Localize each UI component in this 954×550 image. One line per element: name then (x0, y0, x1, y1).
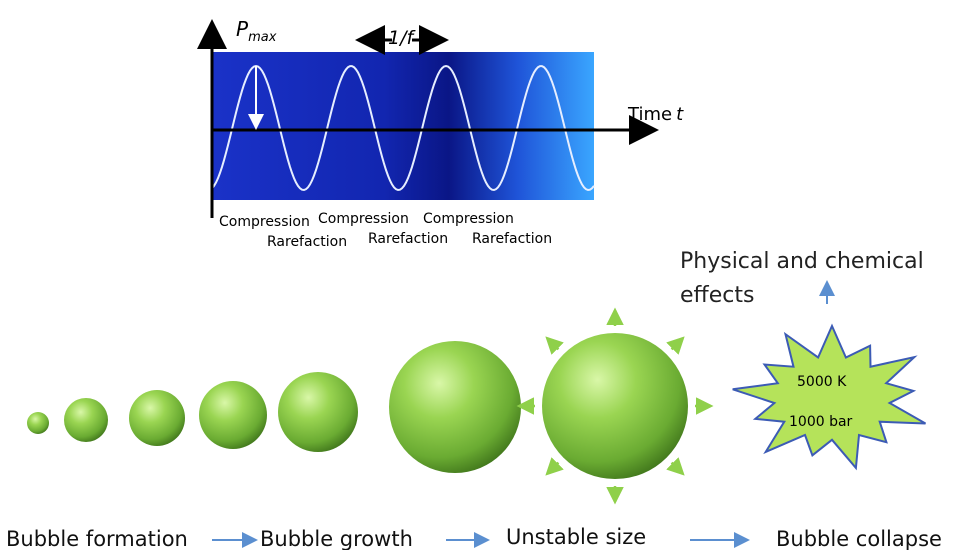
stage-labels: Bubble formation Bubble growth Unstable … (6, 525, 942, 550)
pressure-sine-wave (211, 64, 595, 192)
pressure-wave-panel: Pmax 1/f Time t Compression Compression C… (197, 17, 684, 250)
time-label: Time t (627, 104, 684, 125)
rarefaction-label-3: Rarefaction (472, 231, 552, 247)
stage-collapse: Bubble collapse (776, 527, 942, 550)
bubble-3 (129, 390, 185, 446)
bubble-collapse-burst: 5000 K 1000 bar (732, 323, 926, 471)
stage-formation: Bubble formation (6, 527, 188, 550)
compression-label-1: Compression (219, 214, 310, 230)
period-label: 1/f (388, 27, 416, 49)
compression-label-2: Compression (318, 211, 409, 227)
effects-line-1: Physical and chemical (680, 249, 924, 274)
pmax-label: Pmax (236, 17, 277, 45)
bubble-6 (389, 341, 521, 473)
collapse-temperature: 5000 K (797, 374, 847, 390)
collapse-starburst (732, 323, 926, 471)
stage-growth: Bubble growth (260, 527, 413, 550)
radiating-arrow (666, 457, 685, 476)
radiating-arrow (545, 336, 564, 355)
bubble-1 (27, 412, 49, 434)
wave-background-band (212, 52, 594, 200)
rarefaction-label-2: Rarefaction (368, 231, 448, 247)
bubble-4 (199, 381, 267, 449)
radiating-arrow (666, 336, 685, 355)
bubble-2 (64, 398, 108, 442)
effects-line-2: effects (680, 283, 754, 308)
bubble-5 (278, 372, 358, 452)
radiating-arrow (545, 457, 564, 476)
collapse-pressure: 1000 bar (789, 414, 853, 430)
compression-label-3: Compression (423, 211, 514, 227)
bubble-sequence (27, 307, 714, 505)
bubble-unstable (542, 333, 688, 479)
effects-annotation: Physical and chemical effects (680, 249, 924, 308)
stage-unstable: Unstable size (506, 525, 646, 549)
rarefaction-label-1: Rarefaction (267, 234, 347, 250)
unstable-bubble-radiating-arrows (516, 307, 714, 505)
